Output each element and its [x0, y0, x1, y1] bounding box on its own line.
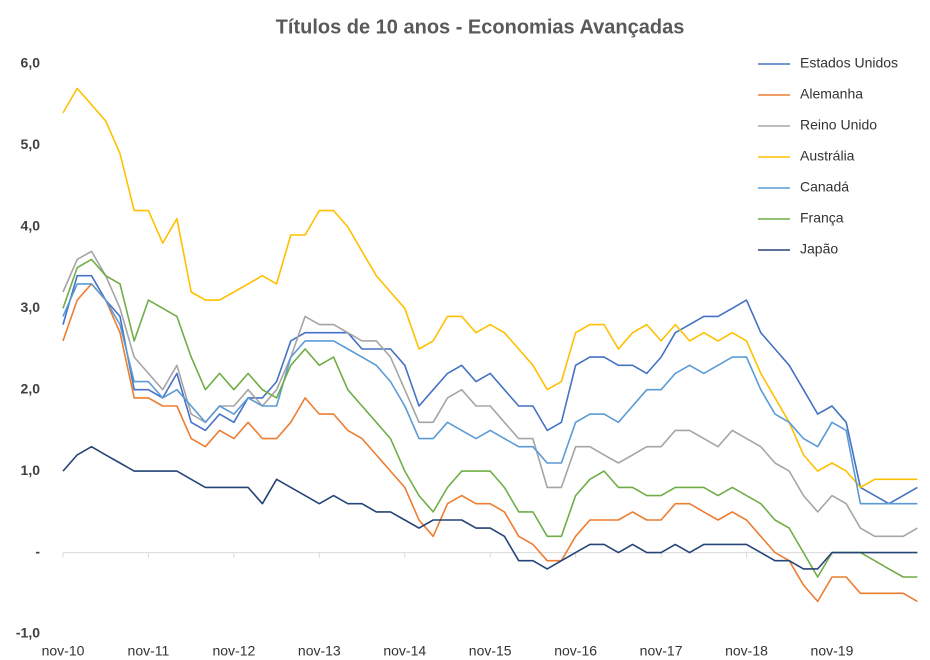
x-tick-label: nov-12 [212, 643, 255, 659]
y-tick-label: 5,0 [21, 136, 41, 152]
legend-label: Reino Unido [800, 117, 877, 133]
legend-label: Estados Unidos [800, 55, 898, 71]
legend-label: Japão [800, 241, 838, 257]
series-line [62, 87, 918, 489]
y-tick-label: 4,0 [21, 218, 41, 234]
y-tick-label: 1,0 [21, 462, 41, 478]
legend-label: Alemanha [800, 86, 863, 102]
x-tick-label: nov-13 [298, 643, 341, 659]
legend-label: Austrália [800, 148, 855, 164]
y-tick-label: 2,0 [21, 380, 41, 396]
legend-label: Canadá [800, 179, 849, 195]
x-tick-label: nov-10 [42, 643, 85, 659]
chart-title: Títulos de 10 anos - Economias Avançadas [276, 16, 685, 38]
x-tick-label: nov-14 [383, 643, 426, 659]
x-tick-label: nov-17 [640, 643, 683, 659]
series-line [62, 283, 918, 505]
series-line [62, 274, 918, 505]
x-tick-label: nov-11 [128, 643, 170, 659]
series-line [62, 283, 918, 603]
x-tick-label: nov-15 [469, 643, 512, 659]
x-tick-label: nov-18 [725, 643, 768, 659]
y-tick-label: -1,0 [16, 625, 40, 641]
legend-label: França [800, 210, 844, 226]
y-tick-label: 6,0 [21, 55, 41, 71]
x-tick-label: nov-19 [811, 643, 854, 659]
series-line [62, 445, 918, 570]
y-tick-label: 3,0 [21, 299, 41, 315]
x-tick-label: nov-16 [554, 643, 597, 659]
y-tick-label: - [35, 543, 40, 559]
series-line [62, 258, 918, 578]
